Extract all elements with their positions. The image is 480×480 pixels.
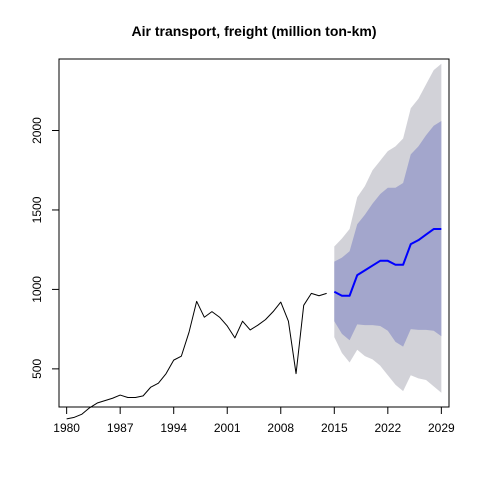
series-lines xyxy=(66,228,442,420)
y-tick-label: 1500 xyxy=(30,196,44,223)
x-tick-label: 1994 xyxy=(160,421,187,435)
x-tick-label: 2015 xyxy=(321,421,348,435)
y-tick-label: 500 xyxy=(30,359,44,379)
y-tick-label: 2000 xyxy=(30,117,44,144)
x-axis: 1980 1987 1994 2001 2008 2015 2022 2029 xyxy=(53,406,455,435)
x-tick-label: 1987 xyxy=(107,421,134,435)
x-tick-label: 2022 xyxy=(374,421,401,435)
interval-80-area xyxy=(334,120,442,347)
x-tick-label: 1980 xyxy=(53,421,80,435)
y-axis: 500 1000 1500 2000 xyxy=(30,117,60,379)
chart-title: Air transport, freight (million ton-km) xyxy=(132,23,377,39)
history-line xyxy=(66,292,327,420)
x-tick-label: 2008 xyxy=(267,421,294,435)
y-tick-label: 1000 xyxy=(30,276,44,303)
prediction-interval-80 xyxy=(334,120,442,347)
x-tick-label: 2029 xyxy=(428,421,455,435)
x-tick-label: 2001 xyxy=(214,421,241,435)
forecast-line xyxy=(333,228,442,297)
